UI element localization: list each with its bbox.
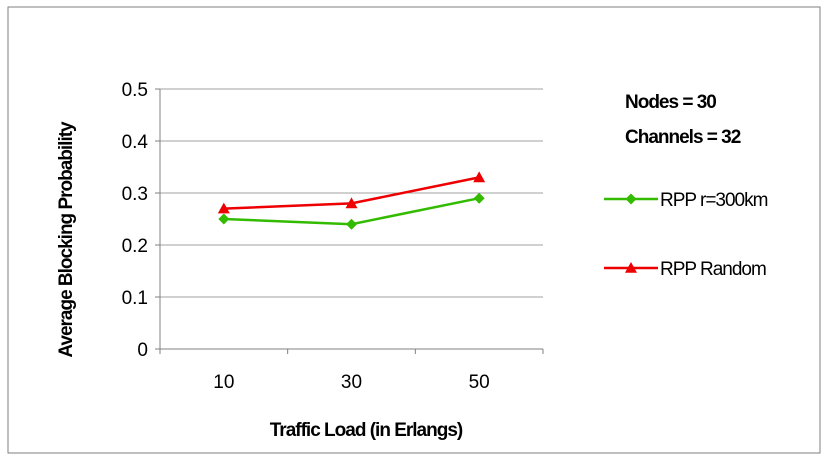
x-tick-labels: 10 30 50 xyxy=(213,372,489,393)
y-axis-title: Average Blocking Probability xyxy=(56,121,77,358)
data-point xyxy=(345,197,358,209)
gridlines xyxy=(160,88,543,298)
legend-item-0: RPP r=300km xyxy=(604,190,769,211)
x-tick-label: 10 xyxy=(213,372,234,393)
data-point xyxy=(218,213,230,225)
annotation-nodes: Nodes = 30 xyxy=(625,92,716,113)
y-tick-label: 0.3 xyxy=(122,184,148,205)
legend-label: RPP r=300km xyxy=(660,190,768,211)
data-point xyxy=(473,171,486,183)
data-point xyxy=(473,192,485,204)
y-tick-label: 0.1 xyxy=(122,288,148,309)
x-tick-label: 30 xyxy=(341,372,362,393)
y-tick-label: 0.2 xyxy=(122,236,148,257)
legend-marker xyxy=(625,262,637,273)
y-tick-label: 0.4 xyxy=(122,132,149,153)
series xyxy=(217,171,486,230)
annotation-channels: Channels = 32 xyxy=(625,127,741,148)
data-point xyxy=(346,218,357,230)
x-axis-title: Traffic Load (in Erlangs) xyxy=(270,420,463,441)
legend-item-1: RPP Random xyxy=(604,259,767,280)
x-tick-label: 50 xyxy=(469,372,490,393)
y-tick-labels: 0 0.1 0.2 0.3 0.4 0.5 xyxy=(122,80,149,361)
y-tick-label: 0 xyxy=(137,340,148,361)
series-0 xyxy=(218,192,485,230)
legend-label: RPP Random xyxy=(660,259,766,280)
series-1 xyxy=(217,171,486,214)
chart-border xyxy=(7,6,821,454)
y-tick-label: 0.5 xyxy=(122,80,148,101)
legend: RPP r=300km RPP Random xyxy=(604,190,769,280)
data-point xyxy=(217,202,230,214)
legend-marker xyxy=(625,193,637,205)
axes xyxy=(155,88,544,354)
